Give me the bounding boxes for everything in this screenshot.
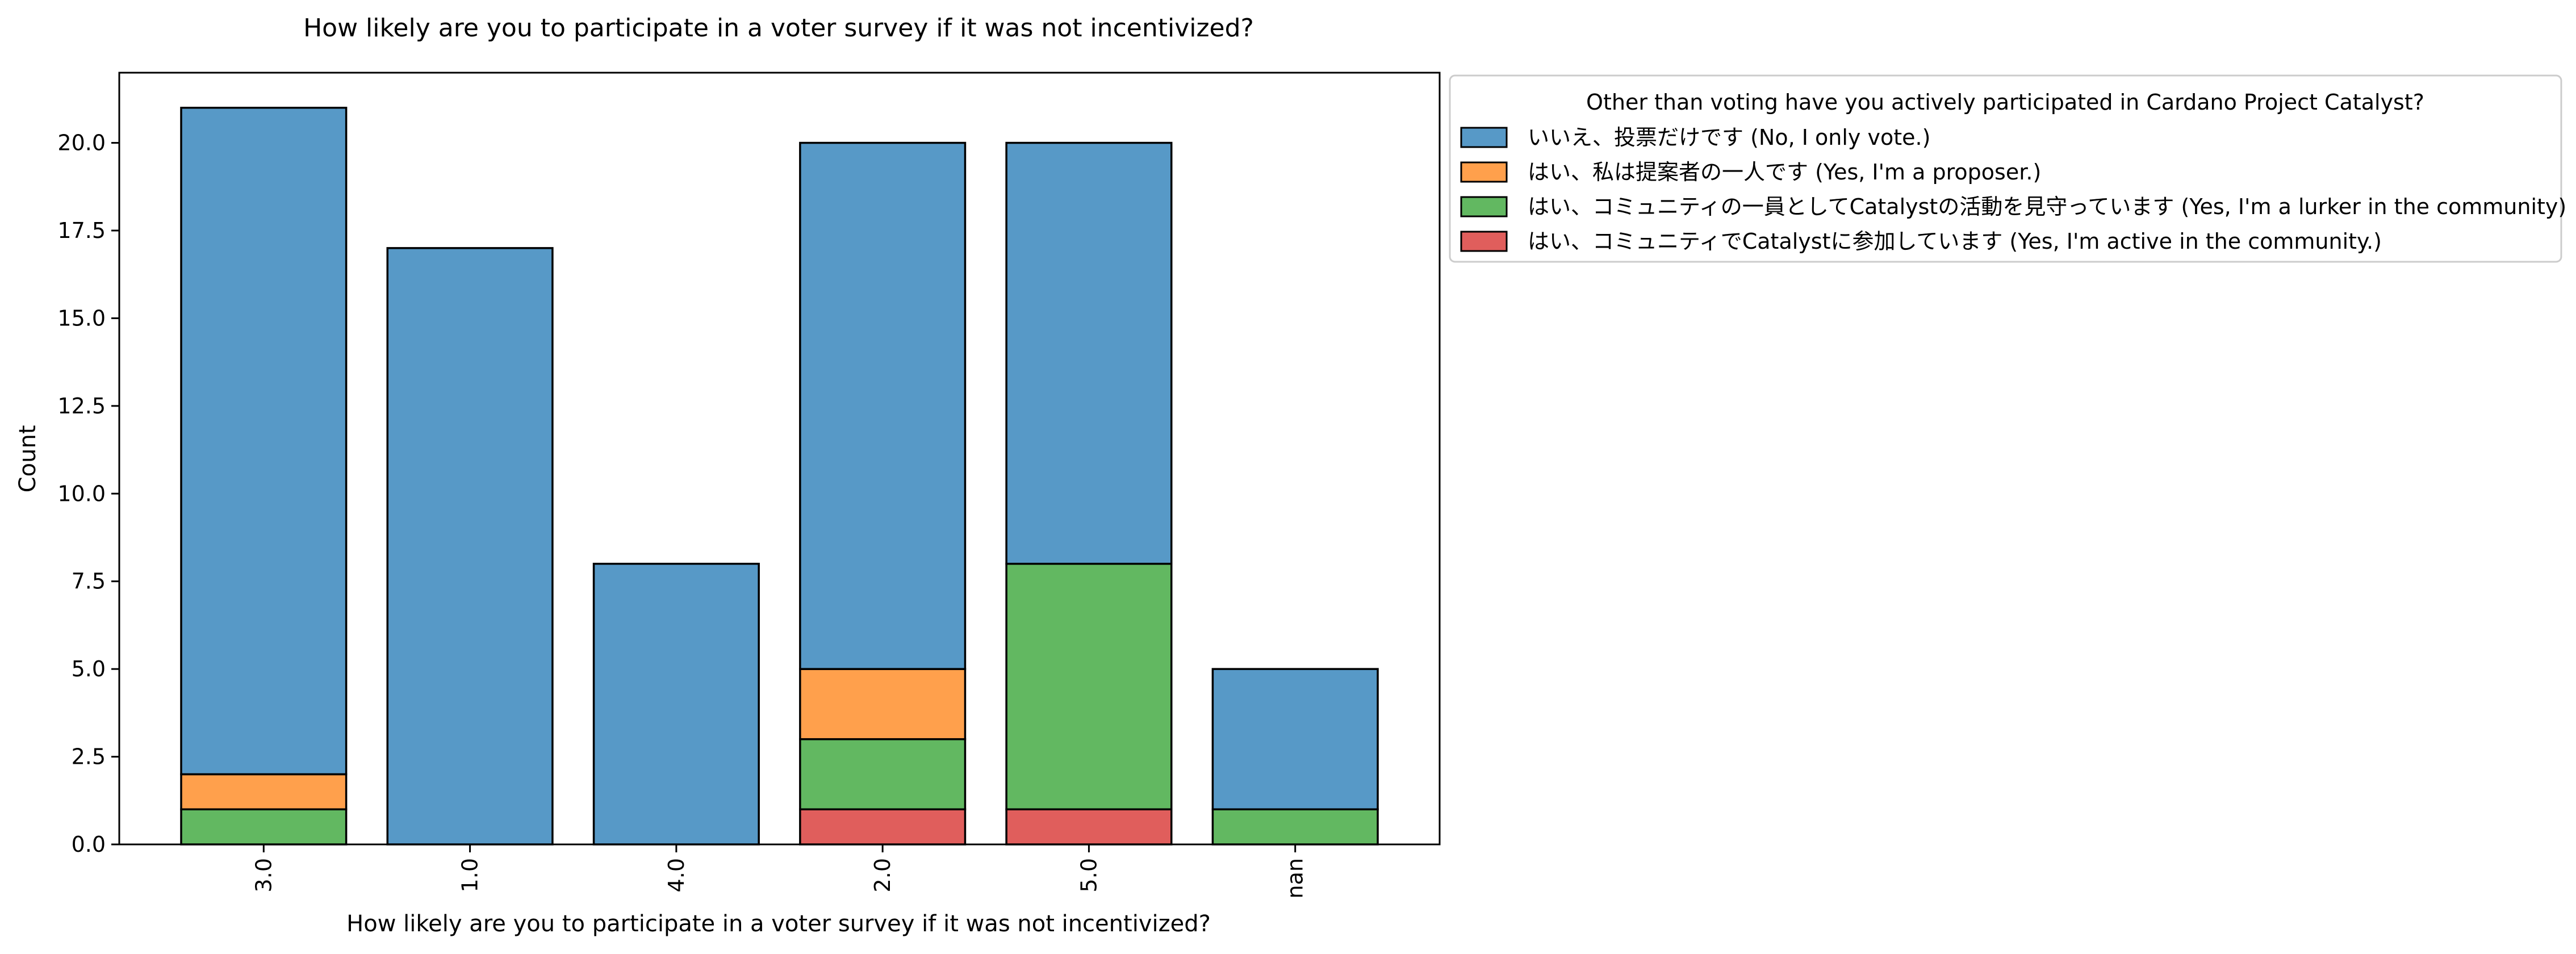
x-tick-label: nan [1283,858,1308,898]
legend: Other than voting have you actively part… [1449,74,2566,263]
x-axis-label: How likely are you to participate in a v… [346,911,1211,937]
legend-label: はい、私は提案者の一人です (Yes, I'm a proposer.) [1528,160,2041,185]
x-tick-label: 3.0 [251,858,276,892]
y-tick-label: 12.5 [57,394,106,419]
plot-area [118,72,1441,846]
legend-swatch [1460,196,1508,217]
bar-segment [180,808,348,846]
bars-group [180,107,1379,846]
x-tick-label: 1.0 [458,858,483,892]
y-tick-label: 20.0 [57,131,106,156]
bar-segment [180,107,348,776]
chart-title: How likely are you to participate in a v… [303,14,1254,43]
bar-segment [386,247,554,846]
bar-segment [180,773,348,810]
y-axis: 0.0 2.5 5.0 7.5 10.0 12.5 15.0 17.5 20.0 [57,131,119,857]
bar-segment [1005,563,1173,810]
bar-segment [1005,808,1173,846]
legend-label: いいえ、投票だけです (No, I only vote.) [1528,125,1930,150]
legend-swatch [1460,231,1508,252]
x-tick-label: 5.0 [1076,858,1101,892]
bar-segment [1211,808,1379,846]
y-tick-label: 2.5 [72,744,106,769]
bar-segment [799,738,967,810]
bar-segment [592,563,760,846]
legend-title: Other than voting have you actively part… [1586,90,2424,115]
legend-label: はい、コミュニティの一員としてCatalystの活動を見守っています (Yes,… [1528,194,2566,219]
legend-swatch [1460,127,1508,148]
legend-frame [1449,74,2562,263]
x-tick-label: 4.0 [664,858,689,892]
bar-segment [799,808,967,846]
x-axis: 3.0 1.0 4.0 2.0 5.0 nan [251,844,1308,898]
y-tick-label: 5.0 [72,656,106,681]
y-tick-label: 7.5 [72,569,106,594]
y-tick-label: 15.0 [57,306,106,330]
x-tick-label: 2.0 [870,858,895,892]
bar-segment [799,668,967,740]
y-tick-label: 0.0 [72,832,106,857]
y-tick-label: 17.5 [57,218,106,243]
legend-items: いいえ、投票だけです (No, I only vote.) はい、私は提案者の一人… [1460,125,2566,254]
y-tick-label: 10.0 [57,481,106,506]
legend-swatch [1460,161,1508,183]
bar-segment [1005,141,1173,565]
plot-frame [118,72,1441,846]
bar-segment [799,141,967,670]
bar-segment [1211,668,1379,810]
y-axis-label: Count [15,425,41,493]
legend-label: はい、コミュニティでCatalystに参加しています (Yes, I'm act… [1528,229,2382,254]
